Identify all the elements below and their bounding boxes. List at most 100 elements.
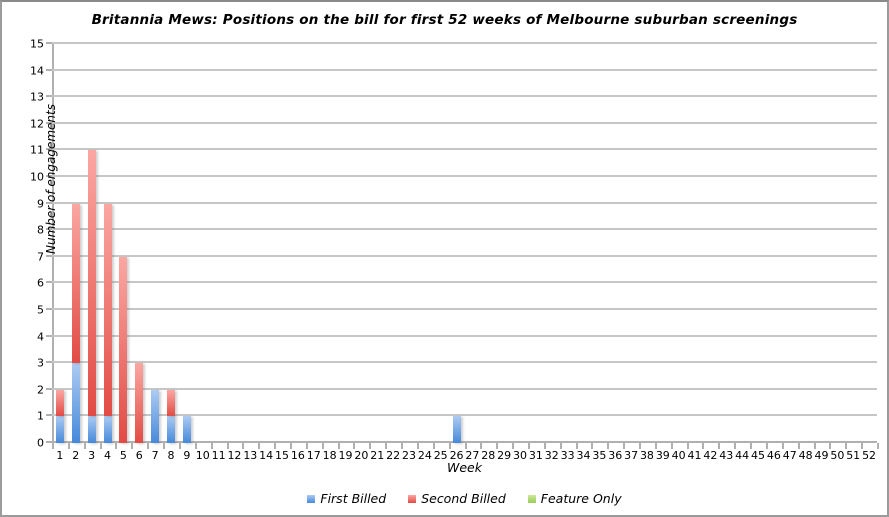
y-tick-label-1: 1 <box>37 409 44 423</box>
y-tick <box>46 387 52 390</box>
gridline-y-15 <box>52 42 877 44</box>
x-tick-label-12: 12 <box>227 449 242 462</box>
x-tick <box>416 443 419 449</box>
gridline-y-5 <box>52 308 877 310</box>
x-tick-label-18: 18 <box>322 449 337 462</box>
x-tick <box>369 443 372 449</box>
legend-label-first-billed: First Billed <box>320 491 387 506</box>
x-tick-label-52: 52 <box>862 449 877 462</box>
x-tick <box>639 443 642 449</box>
x-tick-label-43: 43 <box>719 449 734 462</box>
y-tick-label-3: 3 <box>37 356 44 370</box>
y-tick-label-6: 6 <box>37 276 44 290</box>
bar-segment-week-6-second-billed <box>135 363 144 443</box>
y-tick <box>46 441 52 443</box>
x-tick-label-49: 49 <box>814 449 829 462</box>
gridline-y-8 <box>52 228 877 231</box>
x-tick-label-25: 25 <box>433 449 448 462</box>
x-tick <box>512 443 515 449</box>
legend-item-second-billed: Second Billed <box>408 491 506 506</box>
x-tick <box>242 443 245 449</box>
x-tick <box>401 443 404 449</box>
x-tick-label-21: 21 <box>370 449 385 462</box>
legend-item-first-billed: First Billed <box>307 491 386 506</box>
x-tick-label-19: 19 <box>338 449 353 462</box>
gridline-y-6 <box>52 281 877 284</box>
y-tick-label-8: 8 <box>37 223 44 237</box>
bar-segment-week-7-first-billed <box>151 389 160 443</box>
x-tick-label-23: 23 <box>401 449 416 462</box>
x-tick <box>734 443 737 449</box>
bar-segment-week-4-second-billed <box>103 203 112 417</box>
x-tick-label-44: 44 <box>735 449 750 462</box>
legend: First Billed Second Billed Feature Only <box>52 491 877 506</box>
x-tick <box>353 443 356 449</box>
x-tick <box>464 443 467 449</box>
x-tick <box>258 443 261 449</box>
y-tick <box>46 308 52 310</box>
y-tick-label-0: 0 <box>37 436 44 450</box>
x-axis-line <box>52 441 877 443</box>
y-tick <box>46 334 52 337</box>
y-tick-label-13: 13 <box>30 90 44 104</box>
x-tick-label-14: 14 <box>259 449 274 462</box>
x-tick <box>432 443 435 449</box>
x-tick-label-2: 2 <box>72 449 80 462</box>
x-tick-label-33: 33 <box>560 449 575 462</box>
y-tick-label-4: 4 <box>37 330 44 344</box>
x-tick-label-1: 1 <box>56 449 64 462</box>
x-tick <box>147 443 150 449</box>
y-tick <box>46 121 52 124</box>
y-tick-label-15: 15 <box>30 37 44 51</box>
x-tick-label-47: 47 <box>782 449 797 462</box>
x-tick-label-31: 31 <box>528 449 543 462</box>
y-tick-label-5: 5 <box>37 303 44 317</box>
x-tick <box>83 443 86 449</box>
x-tick <box>765 443 768 449</box>
x-tick <box>718 443 721 449</box>
y-tick <box>46 228 52 231</box>
legend-swatch-feature-only <box>527 494 536 503</box>
gridline-y-2 <box>52 387 877 390</box>
x-tick-label-8: 8 <box>167 449 175 462</box>
x-tick <box>670 443 673 449</box>
x-tick-label-50: 50 <box>830 449 845 462</box>
bar-segment-week-9-first-billed <box>182 416 191 443</box>
x-tick-label-32: 32 <box>544 449 559 462</box>
x-tick <box>702 443 705 449</box>
x-tick <box>797 443 800 449</box>
x-tick-label-6: 6 <box>135 449 143 462</box>
x-tick-label-34: 34 <box>576 449 591 462</box>
x-tick-label-40: 40 <box>671 449 686 462</box>
x-tick-label-20: 20 <box>354 449 369 462</box>
x-tick-label-10: 10 <box>195 449 210 462</box>
x-tick-label-38: 38 <box>639 449 654 462</box>
x-tick <box>289 443 292 449</box>
x-tick-label-41: 41 <box>687 449 702 462</box>
x-tick-label-11: 11 <box>211 449 226 462</box>
chart-title: Britannia Mews: Positions on the bill fo… <box>91 12 798 28</box>
y-tick-label-12: 12 <box>30 117 44 131</box>
bar-segment-week-3-second-billed <box>87 150 96 417</box>
x-tick <box>527 443 530 449</box>
x-tick-label-30: 30 <box>513 449 528 462</box>
x-tick <box>607 443 610 449</box>
x-tick <box>877 443 879 449</box>
bar-segment-week-1-first-billed <box>55 416 64 443</box>
x-tick-label-17: 17 <box>306 449 321 462</box>
y-tick <box>46 148 52 151</box>
x-tick-label-51: 51 <box>846 449 861 462</box>
x-tick <box>781 443 784 449</box>
x-tick-label-22: 22 <box>386 449 401 462</box>
legend-item-feature-only: Feature Only <box>527 491 622 506</box>
bar-segment-week-26-first-billed <box>452 416 461 443</box>
gridline-y-12 <box>52 121 877 124</box>
x-tick <box>575 443 578 449</box>
x-tick-label-13: 13 <box>243 449 258 462</box>
x-tick <box>210 443 213 449</box>
legend-label-feature-only: Feature Only <box>540 491 622 506</box>
bar-segment-week-4-first-billed <box>103 416 112 443</box>
y-tick <box>46 361 52 364</box>
x-tick-label-39: 39 <box>655 449 670 462</box>
